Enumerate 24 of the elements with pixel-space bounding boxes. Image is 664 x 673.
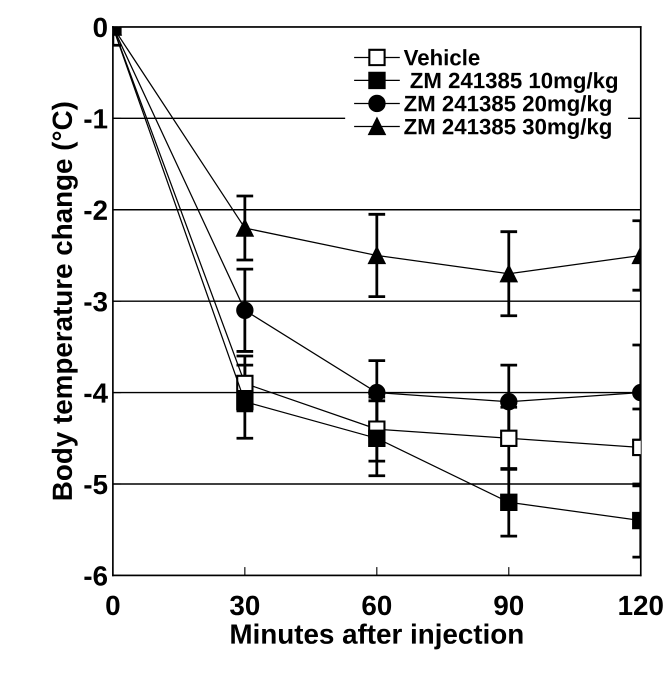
point — [368, 430, 386, 447]
x-tick-label: 60 — [362, 596, 392, 616]
y-tick-label: -1 — [84, 109, 108, 128]
y-tick-label: -5 — [84, 474, 108, 494]
point — [236, 374, 254, 392]
y-tick-label: -3 — [84, 292, 108, 312]
point — [236, 302, 254, 319]
legend-label: Vehicle — [404, 49, 480, 66]
y-tick-label: -6 — [84, 566, 108, 586]
legend-label: ZM 241385 10mg/kg — [410, 72, 618, 93]
point — [368, 384, 386, 402]
legend-label: ZM 241385 30mg/kg — [404, 118, 611, 139]
point — [368, 246, 386, 264]
y-tick-label: -4 — [84, 384, 108, 403]
y-tick-label: 0 — [94, 18, 107, 38]
point — [236, 219, 254, 237]
point — [236, 393, 254, 410]
x-tick-label: 30 — [230, 596, 260, 616]
y-tick-label: -2 — [84, 200, 107, 220]
x-axis-title: Minutes after injection — [231, 624, 523, 650]
y-axis-title: Body temperature change (°C) — [52, 102, 78, 500]
x-tick-label: 120 — [619, 596, 663, 616]
x-tick-label: 90 — [494, 596, 524, 616]
legend-label: ZM 241385 20mg/kg — [404, 95, 611, 116]
